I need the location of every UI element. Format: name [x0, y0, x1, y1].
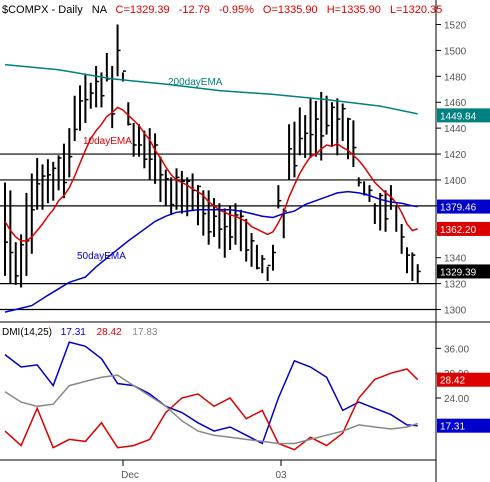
series-minus-di-line: [4, 368, 419, 451]
dmi-y-tick-label: 36.00: [444, 344, 469, 355]
series-200dayema-line: [4, 63, 418, 115]
value-tag-bg: [437, 221, 490, 236]
dmi-value-tag: 28.42: [440, 376, 465, 387]
value-tag: 1379.46: [440, 203, 477, 214]
close-label: C=1329.39: [116, 4, 170, 16]
series-10dayema-line: [4, 106, 418, 242]
price-y-tick-label: 1340: [444, 254, 467, 265]
symbol-label: $COMPX: [2, 4, 49, 16]
dmi-value-tag-bg: [437, 372, 490, 387]
ema200-label: 200dayEMA: [168, 77, 223, 88]
series-adx-line: [4, 374, 418, 445]
series-50dayema-line: [4, 190, 418, 313]
x-label-dec: Dec: [121, 470, 139, 481]
price-y-tick-label: 1400: [444, 176, 467, 187]
price-y-tick-label: 1420: [444, 150, 467, 161]
high-label: H=1335.90: [327, 4, 381, 16]
price-panel: 1300132013401360138014001420144014601480…: [0, 20, 490, 317]
value-tag: 1449.84: [440, 111, 477, 122]
dmi-value-tag-bg: [437, 418, 490, 433]
dmi-y-tick-label: 24.00: [444, 394, 469, 405]
price-y-tick-label: 1500: [444, 46, 467, 57]
dmi-minus-value: 28.42: [97, 327, 122, 338]
value-tag-bg: [437, 264, 490, 279]
open-label: O=1335.90: [263, 4, 318, 16]
price-y-tick-label: 1440: [444, 124, 467, 135]
period-label: Daily: [58, 4, 83, 16]
price-y-tick-label: 1520: [444, 20, 467, 31]
dmi-value-tag: 17.31: [440, 422, 465, 433]
value-tag-bg: [437, 199, 490, 214]
dmi-plus-value: 17.31: [61, 327, 86, 338]
price-y-tick-label: 1480: [444, 72, 467, 83]
price-y-tick-label: 1460: [444, 98, 467, 109]
price-y-tick-label: 1300: [444, 306, 467, 317]
value-tag: 1362.20: [440, 225, 477, 236]
value-tag-bg: [437, 108, 490, 123]
ema10-label: 10dayEMA: [83, 136, 132, 147]
dmi-title: DMI(14,25): [2, 327, 52, 338]
x-label-03: 03: [275, 470, 287, 481]
series-plus-di-line: [4, 341, 418, 445]
na-label: NA: [92, 4, 108, 16]
price-y-tick-label: 1320: [444, 280, 467, 291]
change-label: -12.79: [179, 4, 210, 16]
adx-value: 17.83: [132, 327, 157, 338]
svg-text:$COMPX - Daily N: $COMPX - Daily NA C=1329.39 -12.79 -0.95…: [2, 4, 442, 16]
value-tag: 1329.39: [440, 267, 477, 278]
low-label: L=1320.35: [390, 4, 442, 16]
svg-text:DMI(14,25) 17.31 28.42: DMI(14,25) 17.31 28.42 17.83: [2, 327, 158, 338]
ema50-label: 50dayEMA: [77, 251, 126, 262]
change-pct-label: -0.95%: [219, 4, 254, 16]
